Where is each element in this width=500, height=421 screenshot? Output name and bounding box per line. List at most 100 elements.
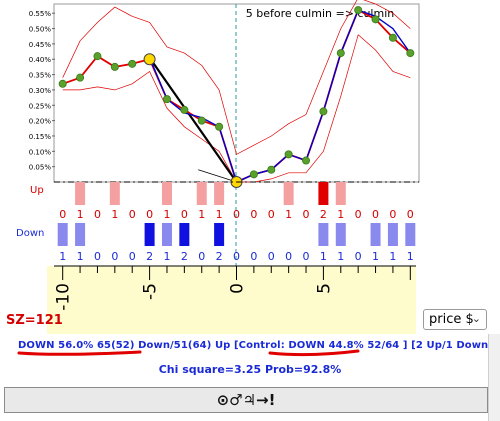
down-bar: [214, 223, 225, 246]
data-point: [58, 79, 67, 88]
up-count: 1: [111, 208, 118, 221]
down-count: 1: [407, 250, 414, 263]
astro-symbol-button[interactable]: ⊙♂♃→!: [4, 387, 488, 413]
down-bar: [405, 223, 416, 246]
y-tick-label: 0.30%: [29, 87, 52, 95]
down-bar: [370, 223, 381, 246]
y-tick-label: 0.20%: [29, 118, 52, 126]
data-point: [128, 59, 137, 68]
down-count: 0: [303, 250, 310, 263]
x-axis-ticks: [62, 266, 411, 280]
down-bar: [387, 223, 398, 246]
up-count: 0: [268, 208, 275, 221]
down-count: 2: [146, 250, 153, 263]
down-count: 1: [163, 250, 170, 263]
down-count: 0: [233, 250, 240, 263]
down-bar: [57, 223, 68, 246]
up-count: 0: [129, 208, 136, 221]
up-count: 0: [146, 208, 153, 221]
series-blue-line: [148, 9, 411, 183]
y-tick-label: 0.35%: [29, 72, 52, 80]
data-point: [162, 95, 171, 104]
up-count: 0: [303, 208, 310, 221]
x-tick-label: -5: [141, 283, 161, 300]
up-count: 0: [372, 208, 379, 221]
data-point: [284, 150, 293, 159]
data-point: [180, 105, 189, 114]
down-bar: [75, 223, 86, 246]
up-count: 1: [77, 208, 84, 221]
y-tick-label: 0.55%: [29, 10, 52, 18]
down-count: 0: [94, 250, 101, 263]
down-count: 1: [77, 250, 84, 263]
up-count: 1: [163, 208, 170, 221]
down-count: 0: [268, 250, 275, 263]
data-point: [197, 116, 206, 125]
up-count: 1: [285, 208, 292, 221]
y-tick-label: 0.50%: [29, 26, 52, 34]
chevron-down-icon: ⌄: [471, 312, 481, 325]
up-bar: [318, 182, 329, 205]
regression-line-aux: [198, 169, 237, 183]
down-bar: [161, 223, 172, 246]
up-count: 0: [250, 208, 257, 221]
down-bar: [179, 223, 190, 246]
y-tick-label: 0.15%: [29, 133, 52, 141]
y-tick-label: 0.10%: [29, 148, 52, 156]
down-bar: [144, 223, 155, 246]
astro-symbol-label: ⊙♂♃→!: [216, 391, 276, 409]
data-point: [354, 6, 363, 15]
up-count: 1: [198, 208, 205, 221]
data-point: [406, 49, 415, 58]
y-tick-label: 0.25%: [29, 102, 52, 110]
up-count: 2: [320, 208, 327, 221]
up-bar: [214, 182, 225, 205]
data-point: [302, 156, 311, 165]
down-count: 2: [216, 250, 223, 263]
down-bar: [318, 223, 329, 246]
up-count: 1: [216, 208, 223, 221]
up-bar: [75, 182, 86, 205]
down-count: 1: [59, 250, 66, 263]
x-tick-label: 5: [314, 283, 334, 294]
regression-lines: [148, 57, 238, 183]
up-bar: [161, 182, 172, 205]
data-point: [336, 49, 345, 58]
highlight-point: [143, 53, 156, 66]
data-point: [76, 73, 85, 82]
up-bar: [335, 182, 346, 205]
down-count: 1: [389, 250, 396, 263]
data-point: [93, 52, 102, 61]
down-count: 0: [111, 250, 118, 263]
down-count: 1: [320, 250, 327, 263]
up-count: 0: [59, 208, 66, 221]
data-point: [319, 107, 328, 116]
up-count: 1: [337, 208, 344, 221]
down-count: 0: [355, 250, 362, 263]
x-tick-label: 0: [228, 283, 248, 294]
down-row-label: Down: [16, 228, 44, 239]
up-bar: [109, 182, 120, 205]
vertical-scrollbar[interactable]: [488, 334, 500, 421]
up-count: 0: [389, 208, 396, 221]
up-bars: [75, 182, 346, 205]
x-axis-band: [47, 266, 416, 334]
data-point: [388, 33, 397, 42]
down-bar: [335, 223, 346, 246]
y-axis-tick-labels: 0.55% 0.50% 0.45% 0.40% 0.35% 0.30% 0.25% 0.20%…: [29, 10, 55, 172]
data-point: [215, 122, 224, 131]
regression-line-main: [148, 57, 238, 183]
up-count: 0: [355, 208, 362, 221]
y-tick-label: 0.45%: [29, 41, 52, 49]
data-point: [267, 165, 276, 174]
down-count: 1: [372, 250, 379, 263]
up-row-label: Up: [30, 185, 44, 196]
x-axis-tick-labels: -10 -5 0 5: [54, 283, 335, 311]
down-count: 0: [285, 250, 292, 263]
up-bar: [283, 182, 294, 205]
price-unit-select[interactable]: price $ ⌄: [423, 309, 487, 330]
down-bars: [57, 223, 416, 246]
